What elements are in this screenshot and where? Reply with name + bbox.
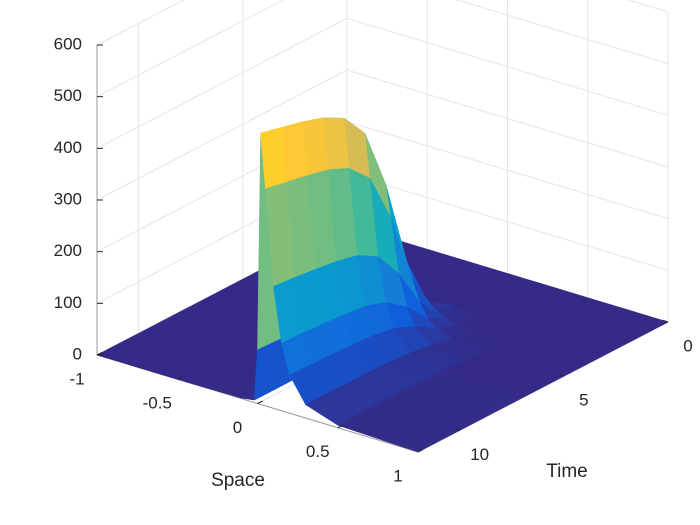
z-tick-label: 100 — [54, 293, 82, 312]
x-tick-label: 1 — [393, 466, 402, 485]
y-tick-label: 0 — [683, 336, 692, 355]
x-tick — [96, 352, 103, 356]
x-tick-label: 0.5 — [306, 442, 330, 461]
z-tick-label: 500 — [54, 86, 82, 105]
x-tick — [417, 449, 424, 453]
x-axis-label: Space — [211, 470, 265, 491]
y-tick — [454, 428, 460, 431]
x-tick-label: 0 — [233, 418, 242, 437]
x-tick — [177, 376, 183, 380]
z-tick-label: 200 — [54, 241, 82, 260]
z-tick-label: 0 — [73, 344, 82, 363]
y-tick — [662, 319, 669, 323]
z-tick-label: 300 — [54, 189, 82, 208]
y-axis-label: Time — [546, 461, 588, 482]
z-tick-label: 600 — [54, 34, 82, 53]
surface-patch — [260, 127, 287, 190]
x-tick — [257, 400, 263, 404]
x-tick-label: -1 — [69, 369, 84, 388]
x-tick-label: -0.5 — [143, 394, 172, 413]
grid-line — [96, 0, 284, 98]
y-tick — [558, 374, 564, 377]
y-tick-label: 5 — [579, 391, 588, 410]
z-tick-label: 400 — [54, 138, 82, 157]
x-tick — [337, 424, 343, 429]
y-tick-label: 10 — [470, 445, 489, 464]
